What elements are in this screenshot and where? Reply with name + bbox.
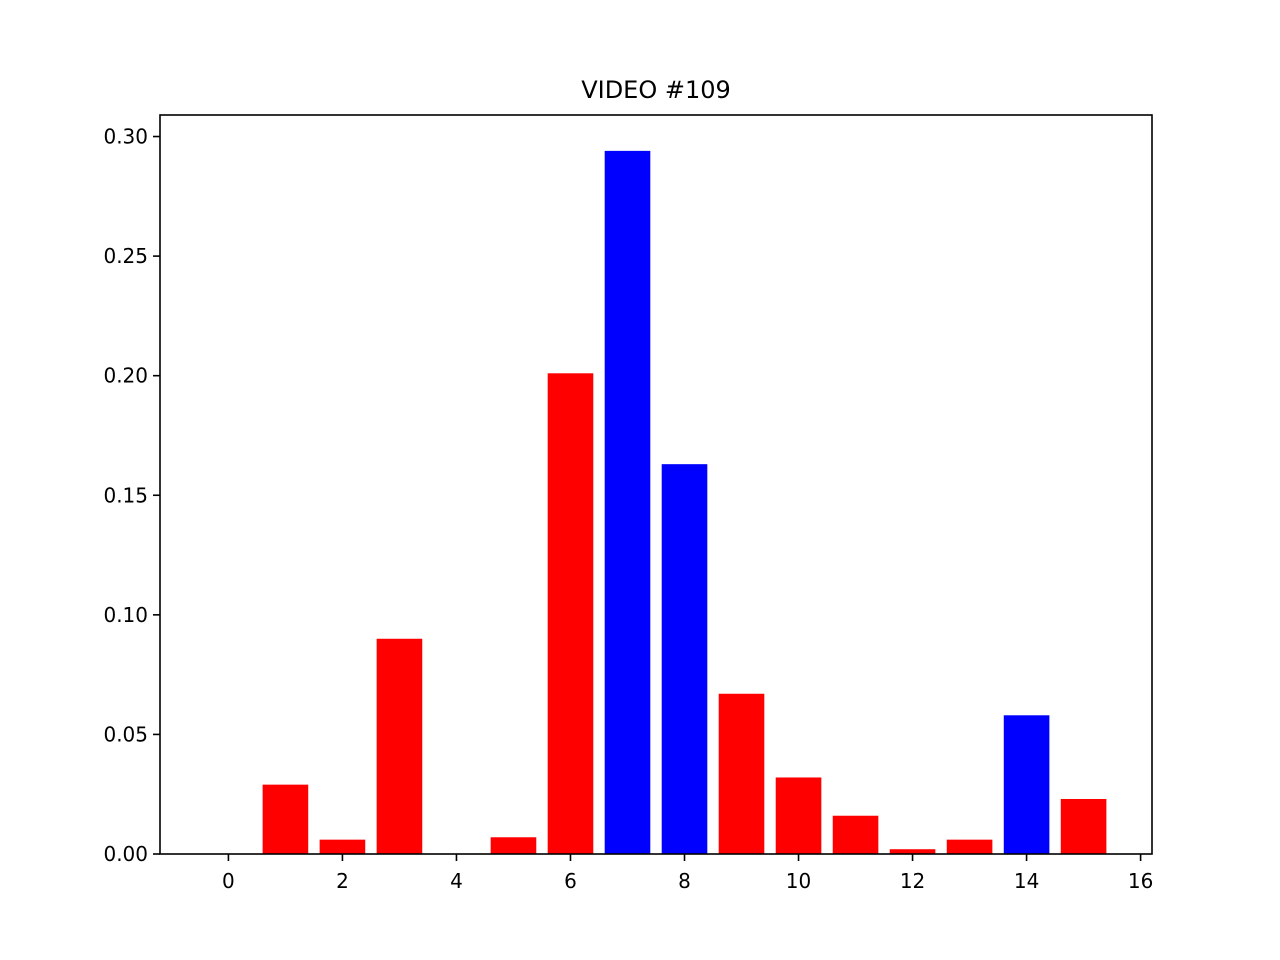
bar-13	[946, 839, 993, 854]
bars-group	[262, 150, 1107, 854]
x-tick-label: 12	[900, 869, 925, 893]
bar-3	[376, 638, 423, 854]
chart-title: VIDEO #109	[581, 76, 731, 104]
x-tick-label: 10	[786, 869, 811, 893]
bar-7	[604, 150, 651, 854]
y-tick-label: 0.10	[103, 603, 148, 627]
bar-6	[547, 373, 594, 854]
bar-15	[1060, 798, 1107, 854]
y-tick-label: 0.30	[103, 125, 148, 149]
bar-2	[319, 839, 366, 854]
x-tick-label: 4	[450, 869, 463, 893]
x-tick-label: 8	[678, 869, 691, 893]
bar-12	[889, 849, 936, 854]
x-tick-label: 16	[1128, 869, 1153, 893]
bar-10	[775, 777, 822, 854]
bar-14	[1003, 715, 1050, 854]
bar-5	[490, 837, 537, 854]
bar-9	[718, 693, 765, 854]
x-tick-label: 0	[222, 869, 235, 893]
y-tick-label: 0.05	[103, 722, 148, 746]
y-tick-label: 0.20	[103, 364, 148, 388]
bar-11	[832, 815, 879, 854]
plot-frame	[159, 114, 1153, 855]
y-tick-label: 0.25	[103, 244, 148, 268]
x-tick-label: 14	[1014, 869, 1039, 893]
x-tick-label: 6	[564, 869, 577, 893]
bar-8	[661, 464, 708, 854]
axes-group: 0 2 4 6 8 10 12 14 16 0.00 0.05 0.10 0.15 0.20 0.25 0.3…	[103, 114, 1153, 893]
x-tick-label: 2	[336, 869, 349, 893]
bar-1	[262, 784, 309, 854]
y-tick-label: 0.15	[103, 483, 148, 507]
y-tick-label: 0.00	[103, 842, 148, 866]
